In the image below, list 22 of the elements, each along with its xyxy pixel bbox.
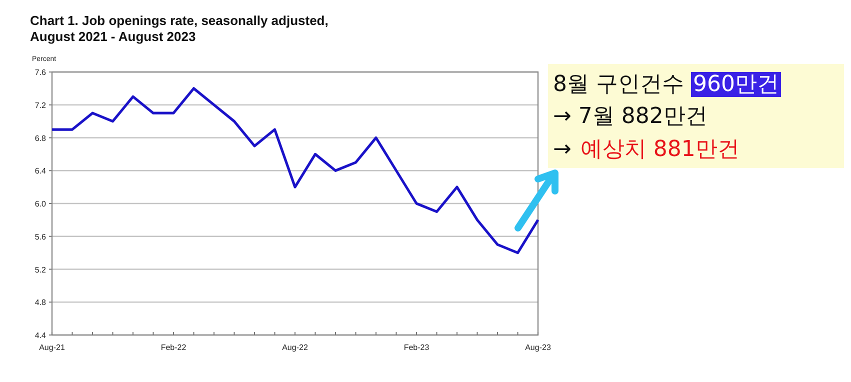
x-tick-label: Aug-21 [39, 343, 66, 352]
text: 8월 구인건수 [553, 72, 684, 97]
chart-title: Chart 1. Job openings rate, seasonally adjusted, [30, 13, 328, 28]
line-series [50, 87, 540, 254]
text: 960만건 [693, 72, 779, 97]
y-tick-label: 5.2 [34, 265, 47, 274]
text: 예상치 881만건 [580, 137, 740, 162]
x-tick-label: Aug-23 [525, 343, 552, 352]
chart-subtitle: August 2021 - August 2023 [30, 29, 196, 44]
y-tick-label: 6.0 [34, 200, 47, 208]
y-tick-label: 7.6 [34, 68, 47, 77]
x-tick-label: Feb-23 [404, 343, 430, 352]
x-tick-label: Feb-22 [160, 343, 187, 352]
y-tick-label: 6.4 [34, 166, 47, 176]
y-tick-label: 6.8 [34, 134, 47, 143]
text: → 7월 882만건 [553, 104, 708, 129]
y-tick-label: 4.4 [34, 331, 47, 340]
y-tick-label: 5.6 [34, 232, 47, 242]
text: → [553, 137, 572, 162]
y-tick-label: 7.2 [34, 100, 47, 110]
y-tick-label: 4.8 [34, 298, 47, 308]
x-tick-label: Aug-22 [282, 343, 308, 352]
